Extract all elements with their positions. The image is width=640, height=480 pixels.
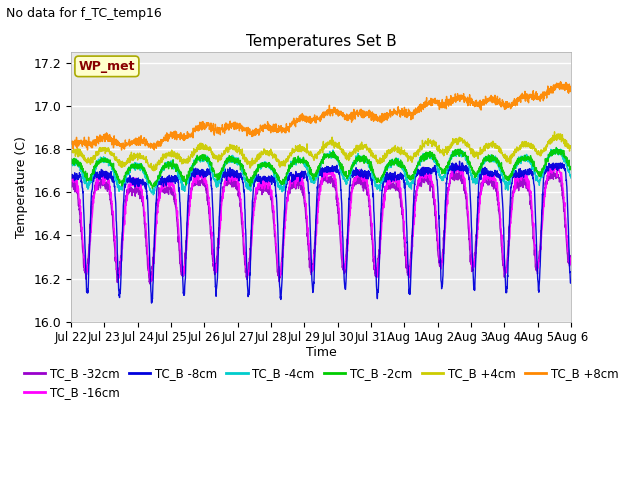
Title: Temperatures Set B: Temperatures Set B xyxy=(246,34,396,49)
X-axis label: Time: Time xyxy=(306,346,337,359)
Text: WP_met: WP_met xyxy=(79,60,135,73)
Y-axis label: Temperature (C): Temperature (C) xyxy=(15,136,28,238)
Legend: TC_B -32cm, TC_B -16cm, TC_B -8cm, TC_B -4cm, TC_B -2cm, TC_B +4cm, TC_B +8cm: TC_B -32cm, TC_B -16cm, TC_B -8cm, TC_B … xyxy=(19,363,623,404)
Text: No data for f_TC_temp16: No data for f_TC_temp16 xyxy=(6,7,162,20)
